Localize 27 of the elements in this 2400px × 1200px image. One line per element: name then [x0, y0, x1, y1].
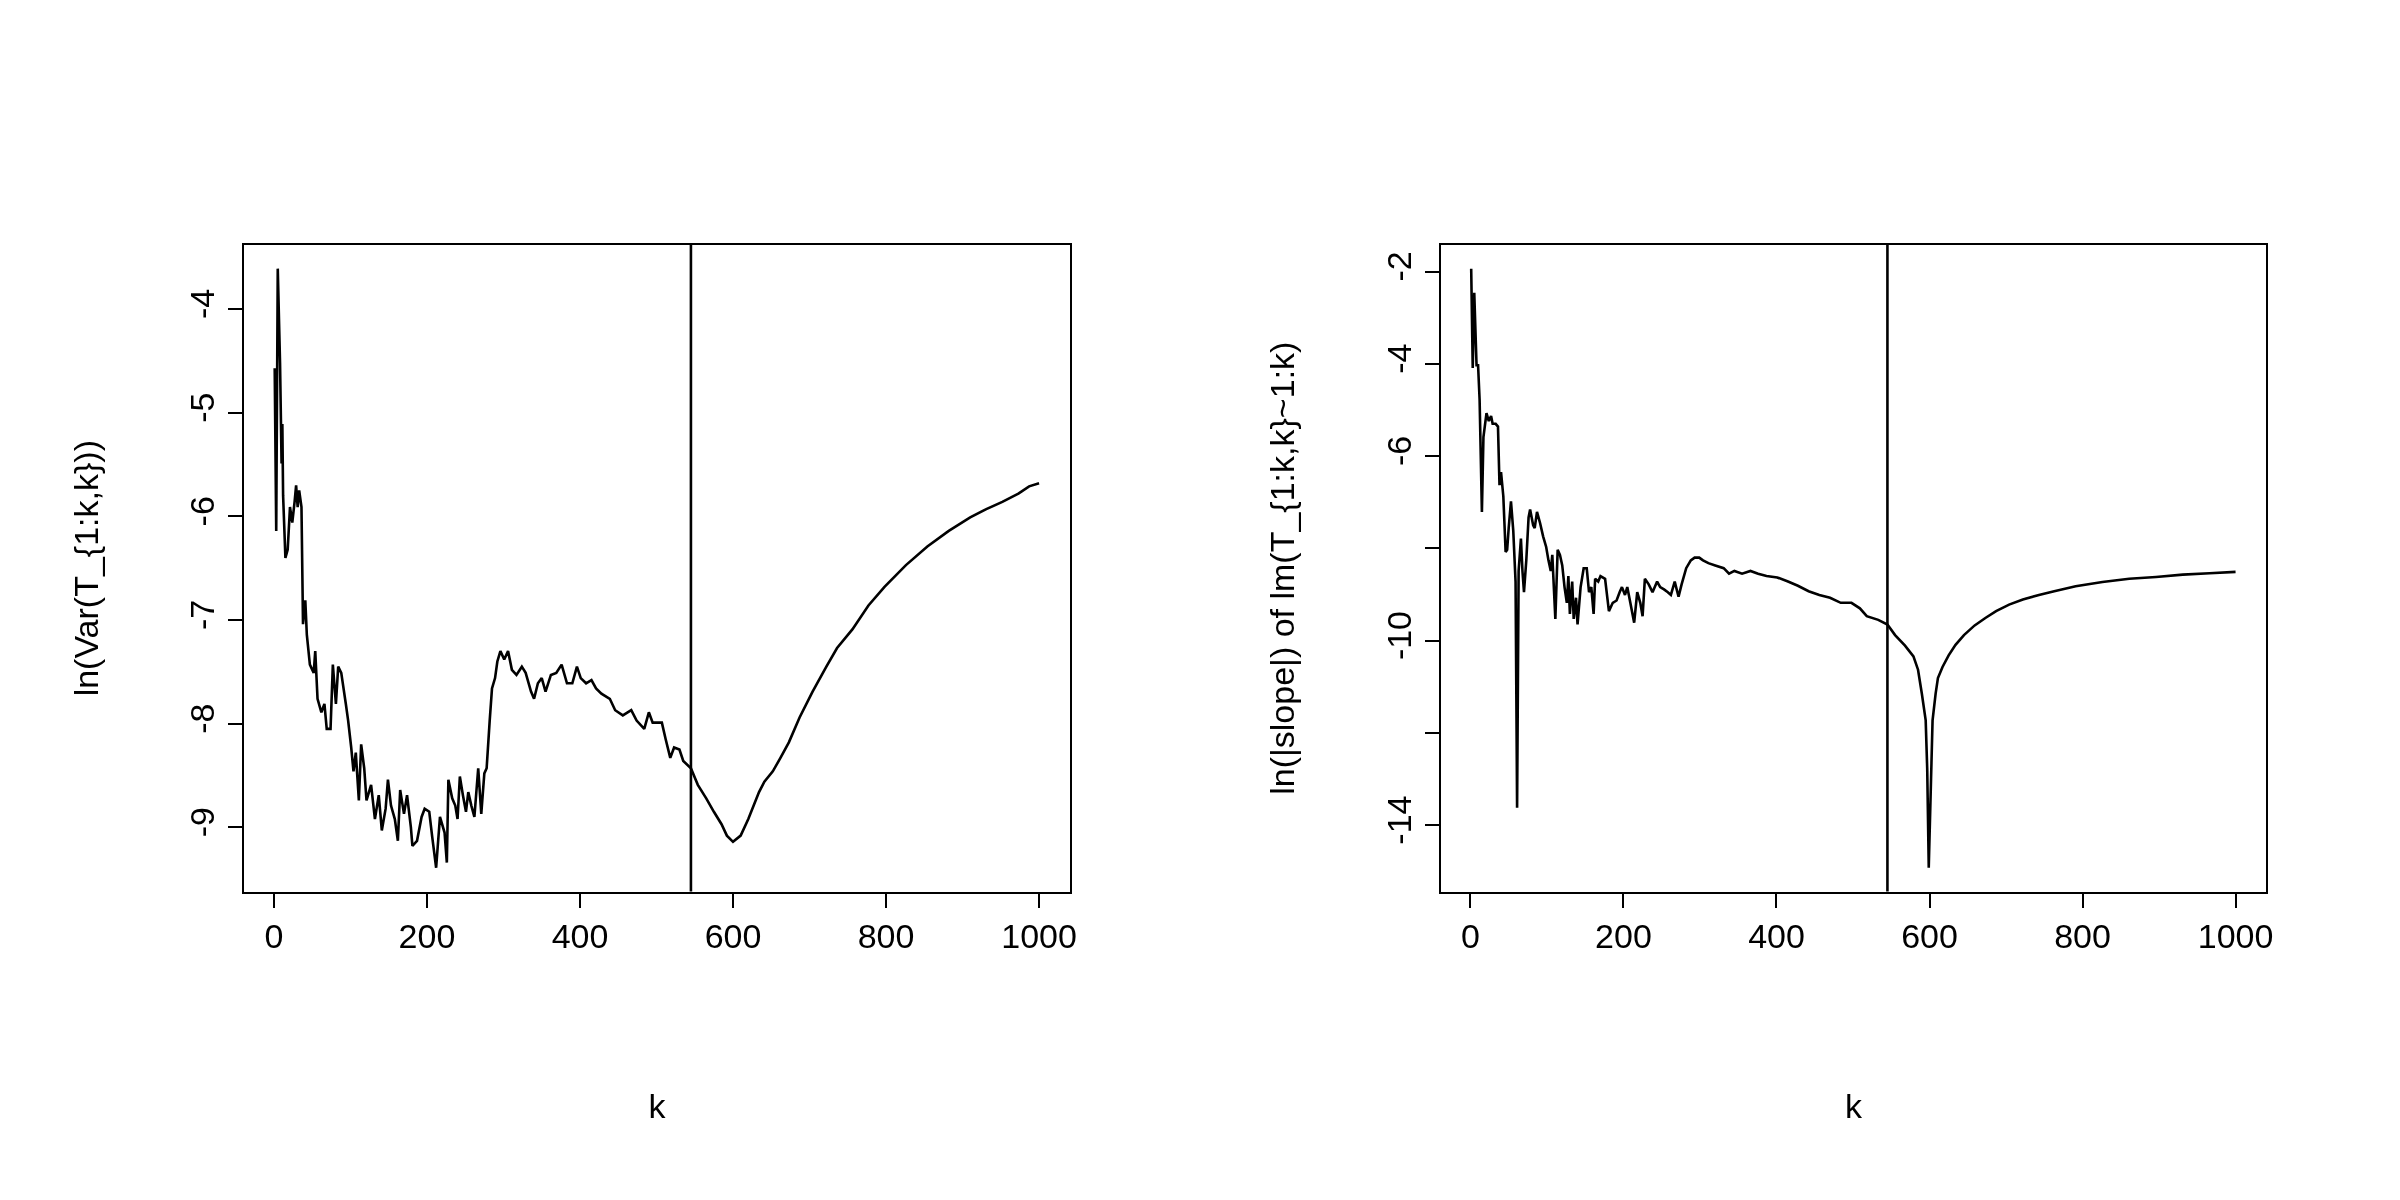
x-tick-label: 0 — [1460, 917, 1480, 956]
y-tick-label: -2 — [1379, 251, 1418, 282]
y-tick-label: -4 — [1379, 343, 1418, 374]
y-tick-label: -10 — [1379, 610, 1418, 661]
y-axis-title: ln(|slope|) of lm(T_{1:k,k}~1:k) — [1263, 341, 1302, 795]
x-tick-label: 400 — [551, 917, 609, 956]
x-tick-label: 0 — [264, 917, 284, 956]
x-axis-title: k — [1844, 1087, 1863, 1126]
x-tick-label: 200 — [398, 917, 456, 956]
x-tick-label: 200 — [1595, 917, 1652, 956]
x-tick-label: 1000 — [1001, 917, 1077, 956]
y-tick-label: -6 — [183, 496, 222, 527]
y-tick-label: -8 — [183, 703, 222, 734]
x-tick-label: 600 — [704, 917, 762, 956]
x-tick-label: 400 — [1748, 917, 1805, 956]
y-tick-label: -9 — [183, 807, 222, 838]
x-tick-label: 1000 — [2197, 917, 2274, 956]
x-axis-title: k — [648, 1087, 667, 1126]
x-tick-label: 800 — [2054, 917, 2111, 956]
y-tick-label: -4 — [183, 288, 222, 320]
x-tick-label: 600 — [1901, 917, 1958, 956]
y-axis-title: ln(Var(T_{1:k,k})) — [66, 440, 105, 697]
y-tick-label: -6 — [1379, 435, 1418, 467]
x-tick-label: 800 — [857, 917, 915, 956]
y-tick-label: -7 — [183, 599, 222, 631]
y-tick-label: -14 — [1379, 795, 1418, 845]
y-tick-label: -5 — [183, 392, 222, 423]
